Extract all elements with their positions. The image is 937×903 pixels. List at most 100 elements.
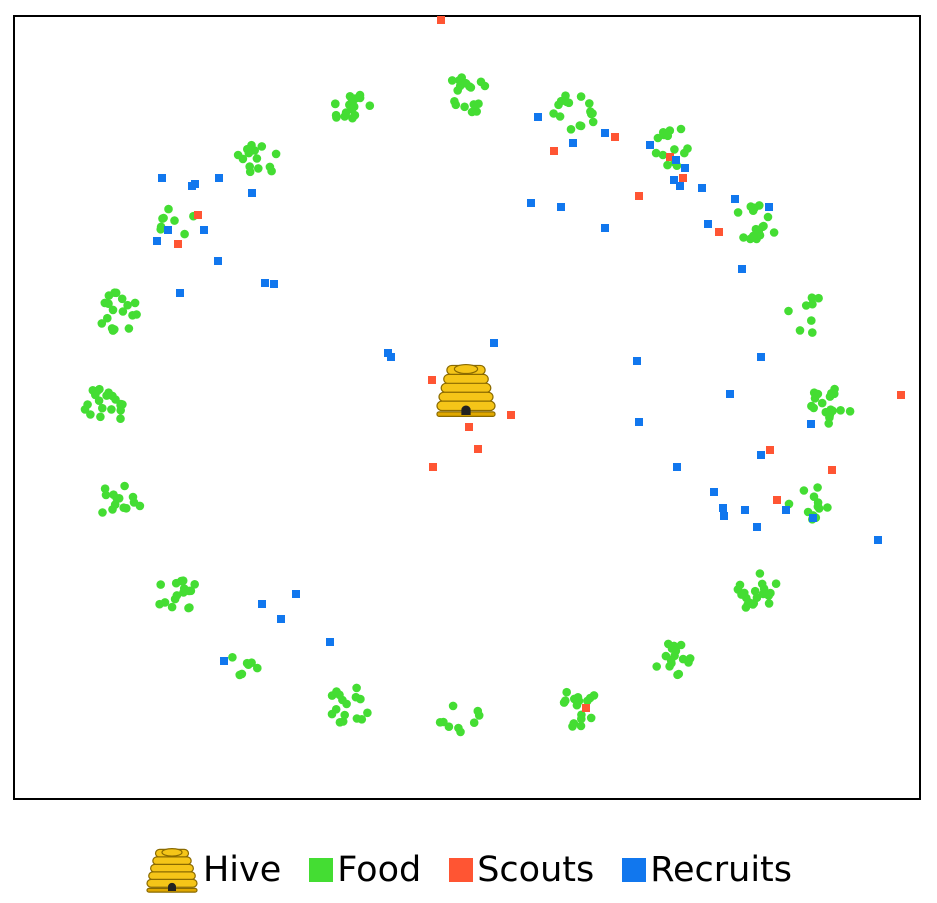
- food-point: [733, 208, 743, 217]
- food-point: [363, 708, 372, 718]
- food-point: [555, 112, 565, 121]
- recruit-point: [277, 615, 285, 623]
- scout-point: [507, 411, 515, 419]
- food-point: [466, 83, 476, 92]
- food-point: [252, 663, 262, 673]
- recruit-point: [490, 339, 498, 347]
- food-point: [340, 710, 350, 720]
- hive-band: [440, 382, 492, 394]
- recruit-point: [719, 504, 727, 512]
- food-point: [663, 160, 672, 170]
- food-point: [342, 699, 351, 709]
- food-point: [132, 310, 141, 319]
- food-point: [267, 166, 276, 176]
- food-point: [652, 662, 661, 671]
- food-point: [830, 384, 839, 394]
- food-point: [435, 718, 445, 727]
- legend-label-food: Food: [337, 850, 422, 890]
- food-point: [807, 293, 817, 303]
- scout-point: [428, 376, 436, 384]
- food-point: [469, 100, 479, 109]
- food-point: [554, 100, 563, 110]
- food-point: [583, 696, 592, 706]
- food-point: [467, 107, 477, 117]
- food-point: [808, 328, 817, 337]
- food-point: [577, 714, 586, 724]
- food-point: [167, 602, 177, 612]
- food-point: [338, 717, 348, 726]
- food-point: [347, 94, 356, 103]
- food-point: [184, 586, 194, 596]
- food-point: [824, 419, 833, 428]
- hive-door: [461, 405, 471, 415]
- food-point: [737, 590, 746, 599]
- legend-item-hive: Hive: [145, 847, 281, 893]
- food-point: [561, 91, 570, 100]
- food-point: [813, 483, 822, 492]
- food-point: [100, 484, 110, 494]
- recruit-point: [809, 514, 817, 522]
- recruit-point: [527, 199, 535, 207]
- recruit-point: [726, 390, 734, 398]
- recruit-point: [646, 141, 654, 149]
- food-point: [769, 228, 779, 237]
- food-point: [757, 579, 767, 589]
- scout-point: [666, 153, 674, 161]
- scout-point: [194, 211, 202, 219]
- scout-point: [429, 463, 437, 471]
- recruit-point: [765, 203, 773, 211]
- hive-band: [150, 863, 194, 873]
- food-point: [98, 403, 107, 413]
- food-point: [86, 410, 95, 419]
- food-point: [180, 229, 189, 239]
- food-point: [454, 723, 463, 733]
- food-point: [845, 407, 855, 416]
- scout-point: [773, 496, 781, 504]
- food-point: [735, 580, 745, 590]
- recruit-point: [738, 265, 746, 273]
- food-point: [238, 154, 248, 164]
- food-point: [764, 591, 773, 600]
- legend-label-scouts: Scouts: [477, 850, 595, 890]
- recruit-point: [534, 113, 542, 121]
- food-point: [332, 113, 341, 122]
- recruit-point: [635, 418, 643, 426]
- food-point: [170, 216, 179, 225]
- food-point: [156, 225, 165, 234]
- food-point: [119, 503, 128, 512]
- food-point: [751, 224, 761, 234]
- food-point: [813, 498, 823, 507]
- recruit-point: [698, 184, 706, 192]
- food-point: [332, 687, 341, 696]
- legend-swatch-scouts: [449, 858, 474, 882]
- hive-band: [148, 871, 196, 881]
- food-point: [101, 490, 111, 500]
- food-point: [549, 109, 558, 118]
- scout-point: [437, 16, 445, 24]
- recruit-point: [874, 536, 882, 544]
- food-point: [585, 99, 594, 108]
- recruit-point: [741, 506, 749, 514]
- scout-point: [715, 228, 723, 236]
- recruit-point: [569, 139, 577, 147]
- legend-item-recruits: Recruits: [622, 850, 792, 890]
- food-series: [80, 73, 855, 737]
- scout-point: [465, 423, 473, 431]
- food-point: [676, 640, 686, 650]
- food-point: [674, 669, 684, 679]
- recruit-point: [720, 512, 728, 520]
- recruit-point: [681, 164, 689, 172]
- food-point: [349, 102, 359, 111]
- scout-point: [828, 466, 836, 474]
- food-point: [801, 301, 811, 310]
- beehive-icon: [146, 848, 198, 893]
- food-point: [763, 212, 773, 222]
- plot-area: [13, 15, 921, 800]
- food-point: [108, 305, 118, 315]
- food-point: [825, 410, 835, 420]
- food-point: [160, 598, 170, 607]
- food-point: [351, 692, 361, 702]
- scout-point: [897, 391, 905, 399]
- recruit-point: [158, 174, 166, 182]
- food-point: [684, 658, 693, 667]
